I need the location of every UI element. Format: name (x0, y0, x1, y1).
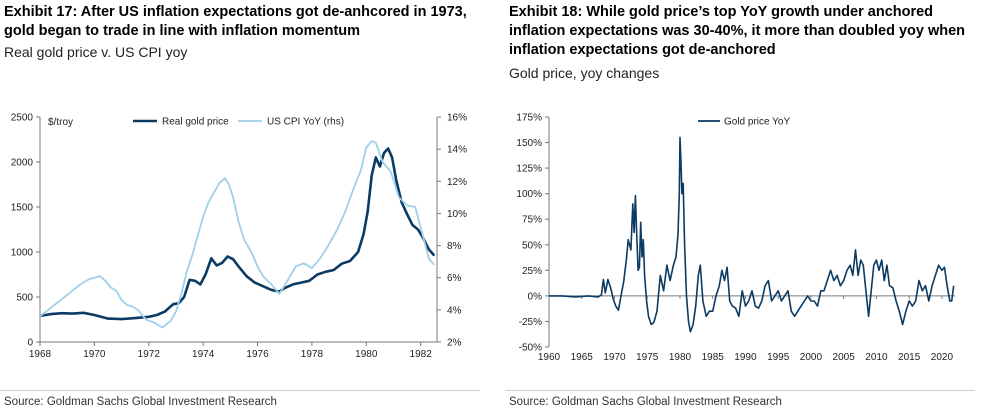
x-tick-label: 1995 (767, 352, 790, 363)
x-tick-label: 1978 (301, 349, 324, 360)
y-tick-label: -25% (519, 317, 542, 328)
x-tick-label: 1975 (636, 352, 659, 363)
series-line-real-gold-price (39, 147, 436, 321)
y-tick-label-right: 6% (447, 273, 462, 284)
chart-subtitle: Real gold price v. US CPI yoy (4, 44, 188, 60)
y-tick-label: 125% (516, 164, 542, 175)
y-tick-label: 175% (516, 113, 542, 124)
y-tick-label: -50% (519, 343, 542, 354)
y-tick-label-left: 1500 (11, 203, 34, 214)
x-tick-label: 1970 (83, 349, 106, 360)
y-tick-label: 50% (522, 240, 542, 251)
x-tick-label: 1980 (355, 349, 378, 360)
x-tick-label: 1976 (246, 349, 269, 360)
y-tick-label: 25% (522, 266, 542, 277)
y-tick-label-right: 2% (447, 338, 462, 349)
x-tick-label: 1990 (734, 352, 757, 363)
chart-gold-yoy: 175% 150% 125% 100% 75% 50% 25% 0% -25% -50%1960 1… (516, 113, 955, 363)
x-tick-label: 1980 (669, 352, 692, 363)
x-tick-label: 2015 (898, 352, 921, 363)
x-tick-label: 1972 (138, 349, 161, 360)
source-note: Source: Goldman Sachs Global Investment … (4, 396, 277, 408)
y-tick-label-left: 500 (16, 293, 33, 304)
panel-exhibit-17: Exhibit 17: After US inflation expectati… (0, 0, 490, 418)
series-line-us-cpi-yoy (39, 140, 435, 329)
title-line: inflation expectations was 30-40%, it mo… (509, 23, 966, 39)
y-tick-label: 100% (516, 189, 542, 200)
y-tick-label-right: 10% (447, 209, 467, 220)
x-tick-label: 1965 (571, 352, 594, 363)
x-tick-label: 1985 (702, 352, 725, 363)
chart-subtitle: Gold price, yoy changes (509, 65, 660, 81)
x-tick-label: 2020 (931, 352, 954, 363)
y-tick-label-right: 4% (447, 305, 462, 316)
x-tick-label: 2005 (833, 352, 856, 363)
y-axis-label-left: $/troy (48, 117, 73, 128)
y-tick-label-left: 0 (27, 338, 33, 349)
legend-label: Real gold price (162, 117, 229, 128)
series-line-gold-price-yoy (549, 136, 955, 333)
y-tick-label-left: 1000 (11, 248, 34, 259)
panel-exhibit-18: Exhibit 18: While gold price’s top YoY g… (505, 0, 1000, 418)
y-tick-label-right: 16% (447, 113, 467, 124)
title-line: Exhibit 17: After US inflation expectati… (4, 4, 467, 20)
x-tick-label: 2010 (865, 352, 888, 363)
legend-label: Gold price YoY (724, 117, 790, 128)
chart-title: Exhibit 17: After US inflation expectati… (4, 3, 490, 41)
y-tick-label: 75% (522, 215, 542, 226)
legend-label: US CPI YoY (rhs) (267, 117, 344, 128)
title-line: Exhibit 18: While gold price’s top YoY g… (509, 4, 934, 20)
y-tick-label: 150% (516, 138, 542, 149)
x-tick-label: 1970 (603, 352, 626, 363)
y-tick-label-right: 12% (447, 177, 467, 188)
x-tick-label: 1974 (192, 349, 215, 360)
title-line: inflation expectations got de-anchored (509, 42, 776, 58)
x-tick-label: 1982 (410, 349, 433, 360)
chart-title: Exhibit 18: While gold price’s top YoY g… (509, 3, 1000, 60)
y-tick-label-left: 2000 (11, 158, 34, 169)
x-tick-label: 1960 (538, 352, 561, 363)
footer-divider (505, 390, 975, 391)
source-note: Source: Goldman Sachs Global Investment … (509, 396, 782, 408)
title-line: gold began to trade in line with inflati… (4, 23, 361, 39)
x-tick-label: 2000 (800, 352, 823, 363)
y-tick-label-right: 8% (447, 241, 462, 252)
x-tick-label: 1968 (29, 349, 52, 360)
y-tick-label: 0% (528, 291, 543, 302)
y-tick-label-left: 2500 (11, 113, 34, 124)
y-tick-label-right: 14% (447, 145, 467, 156)
chart-real-gold-vs-cpi: 0 500 1000 1500 2000 2500 2% 4% 6% 8% 10% 12% 14% 16%… (11, 113, 467, 361)
footer-divider (0, 390, 480, 391)
